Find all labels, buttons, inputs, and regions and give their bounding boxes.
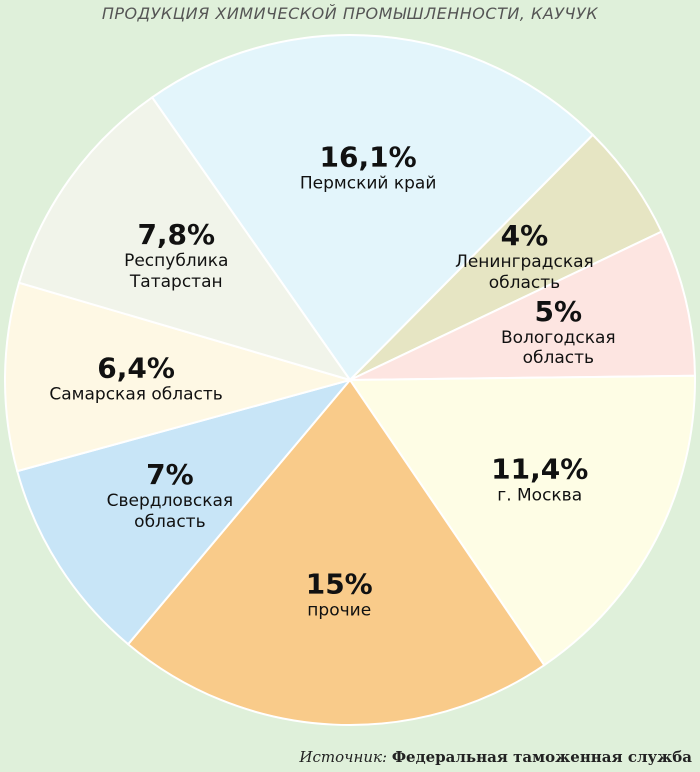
category-label: Ленинградская область	[455, 252, 594, 293]
category-label: Республика Татарстан	[124, 251, 229, 292]
pie-slice	[150, 34, 595, 382]
pie-slice	[17, 95, 353, 382]
category-label: Свердловская область	[106, 491, 234, 532]
chart-title: ПРОДУКЦИЯ ХИМИЧЕСКОЙ ПРОМЫШЛЕННОСТИ, КАУ…	[101, 4, 599, 23]
value-label: 15%	[305, 566, 373, 600]
slice-label: 11,4% г. Москва	[491, 452, 588, 505]
pie-slice	[16, 378, 353, 646]
value-label: 7%	[146, 458, 194, 492]
value-label: 11,4%	[491, 452, 589, 486]
source-text: Федеральная таможенная служба	[391, 748, 692, 766]
category-label: прочие	[307, 599, 372, 620]
pie-slice	[348, 374, 696, 667]
value-label: 4%	[500, 219, 549, 253]
category-label: г. Москва	[497, 485, 583, 506]
slice-label: 16,1% Пермский край	[300, 140, 437, 193]
slice-label: 7,8% Республика Татарстан	[81, 218, 271, 292]
category-label: Вологодская область	[500, 327, 616, 369]
slice-label: 5% Вологодская область	[487, 295, 629, 369]
value-label: 7,8%	[137, 218, 216, 252]
value-label: 6,4%	[97, 351, 175, 385]
pie-slice	[349, 230, 696, 381]
category-label: Самарская область	[49, 384, 223, 405]
pie-slice	[126, 378, 546, 726]
value-label: 16,1%	[319, 140, 417, 174]
slice-label: 7% Свердловская область	[75, 459, 265, 533]
source: Источник: Федеральная таможенная служба	[299, 748, 692, 766]
slice-label: 6,4% Самарская область	[49, 351, 222, 404]
slice-label: 4% Ленинградская область	[437, 219, 613, 293]
value-label: 5%	[534, 294, 583, 328]
category-label: Пермский край	[299, 173, 437, 194]
slice-label: 15% прочие	[306, 567, 373, 620]
pie-slice	[4, 281, 354, 473]
source-label: Источник:	[299, 748, 388, 766]
